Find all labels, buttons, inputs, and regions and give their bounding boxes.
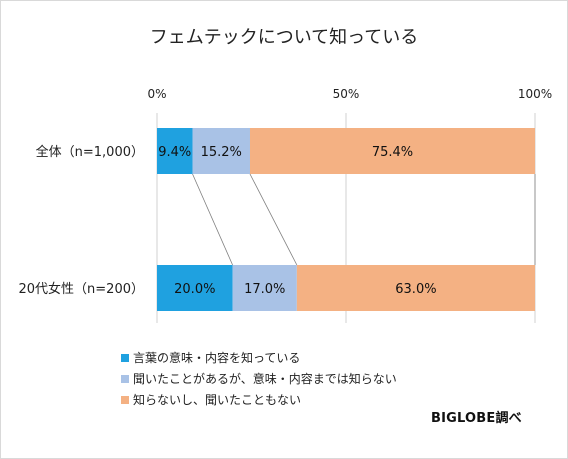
legend-swatch-2 bbox=[121, 395, 129, 404]
data-label-0-1: 15.2% bbox=[201, 145, 242, 160]
data-label-0-2: 75.4% bbox=[372, 145, 413, 160]
x-tick-label-1: 50% bbox=[333, 87, 360, 101]
chart-title: フェムテックについて知っている bbox=[150, 27, 419, 48]
bar-segment-0-1 bbox=[192, 128, 250, 174]
bar-segment-1-0 bbox=[157, 265, 233, 311]
bar-segment-0-2 bbox=[249, 128, 535, 174]
legend-label-1: 聞いたことがあるが、意味・内容までは知らない bbox=[133, 372, 397, 386]
legend-item-1: 聞いたことがあるが、意味・内容までは知らない bbox=[121, 368, 397, 389]
connector-line-2 bbox=[249, 173, 298, 266]
category-labels: 全体（n=1,000） 20代女性（n=200） bbox=[19, 144, 145, 297]
bar-segment-0-0 bbox=[157, 128, 193, 174]
legend-item-2: 知らないし、聞いたこともない bbox=[121, 389, 397, 410]
source-credit: BIGLOBE調べ bbox=[431, 411, 522, 426]
x-tick-label-0: 0% bbox=[147, 87, 166, 101]
legend: 言葉の意味・内容を知っている 聞いたことがあるが、意味・内容までは知らない 知ら… bbox=[121, 347, 397, 410]
legend-swatch-0 bbox=[121, 353, 129, 362]
category-label-0: 全体（n=1,000） bbox=[36, 144, 144, 160]
legend-swatch-1 bbox=[121, 374, 129, 383]
data-label-1-0: 20.0% bbox=[174, 282, 215, 297]
connector-lines bbox=[192, 173, 536, 266]
legend-item-0: 言葉の意味・内容を知っている bbox=[121, 347, 397, 368]
data-label-1-2: 63.0% bbox=[395, 282, 436, 297]
x-tick-labels: 0% 50% 100% bbox=[147, 87, 552, 101]
bar-segment-1-1 bbox=[232, 265, 297, 311]
bar-segment-1-2 bbox=[296, 265, 535, 311]
bars: 9.4% 15.2% 75.4% 20.0% 17.0% 63.0% bbox=[157, 128, 535, 311]
x-tick-label-2: 100% bbox=[518, 87, 552, 101]
connector-line-1 bbox=[192, 173, 233, 266]
data-label-0-0: 9.4% bbox=[158, 145, 191, 160]
legend-label-0: 言葉の意味・内容を知っている bbox=[133, 351, 301, 365]
category-label-1: 20代女性（n=200） bbox=[19, 281, 145, 297]
legend-label-2: 知らないし、聞いたこともない bbox=[133, 393, 302, 407]
data-label-1-1: 17.0% bbox=[244, 282, 285, 297]
